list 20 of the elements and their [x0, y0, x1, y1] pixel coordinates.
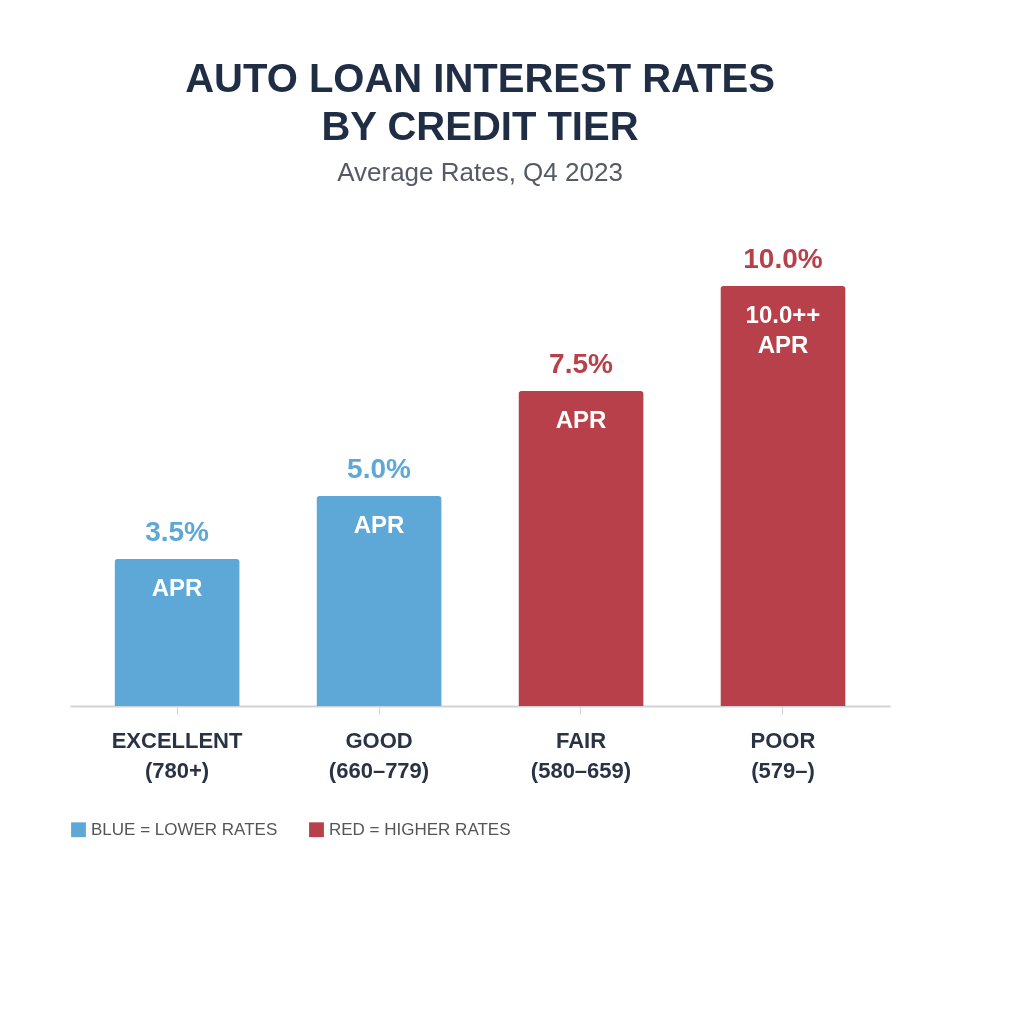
annotation: APR	[555, 406, 607, 433]
legend-label: BLUE = LOWER RATES	[91, 819, 278, 839]
annotation: APR	[353, 511, 405, 538]
legend-label: RED = HIGHER RATES	[329, 819, 511, 839]
chart-subtitle: Average Rates, Q4 2023	[337, 157, 623, 187]
data-label: 10.0%	[743, 243, 823, 274]
annotation: APR	[151, 574, 203, 601]
x-tick-label: POOR (579–)	[750, 727, 816, 783]
x-tick-label: EXCELLENT (780+)	[111, 727, 243, 783]
data-label: 7.5%	[549, 348, 613, 379]
data-label: 3.5%	[145, 516, 210, 547]
bar	[114, 559, 240, 706]
chart-title: AUTO LOAN INTEREST RATES BY CREDIT TIER	[185, 56, 775, 148]
x-tick-label: GOOD (660–779)	[328, 727, 430, 783]
bar	[316, 496, 442, 706]
bar	[720, 286, 846, 706]
annotation: 10.0++ APR	[745, 301, 821, 358]
data-label: 5.0%	[347, 453, 412, 484]
bar	[518, 391, 644, 706]
x-tick-label: FAIR (580–659)	[530, 727, 632, 783]
